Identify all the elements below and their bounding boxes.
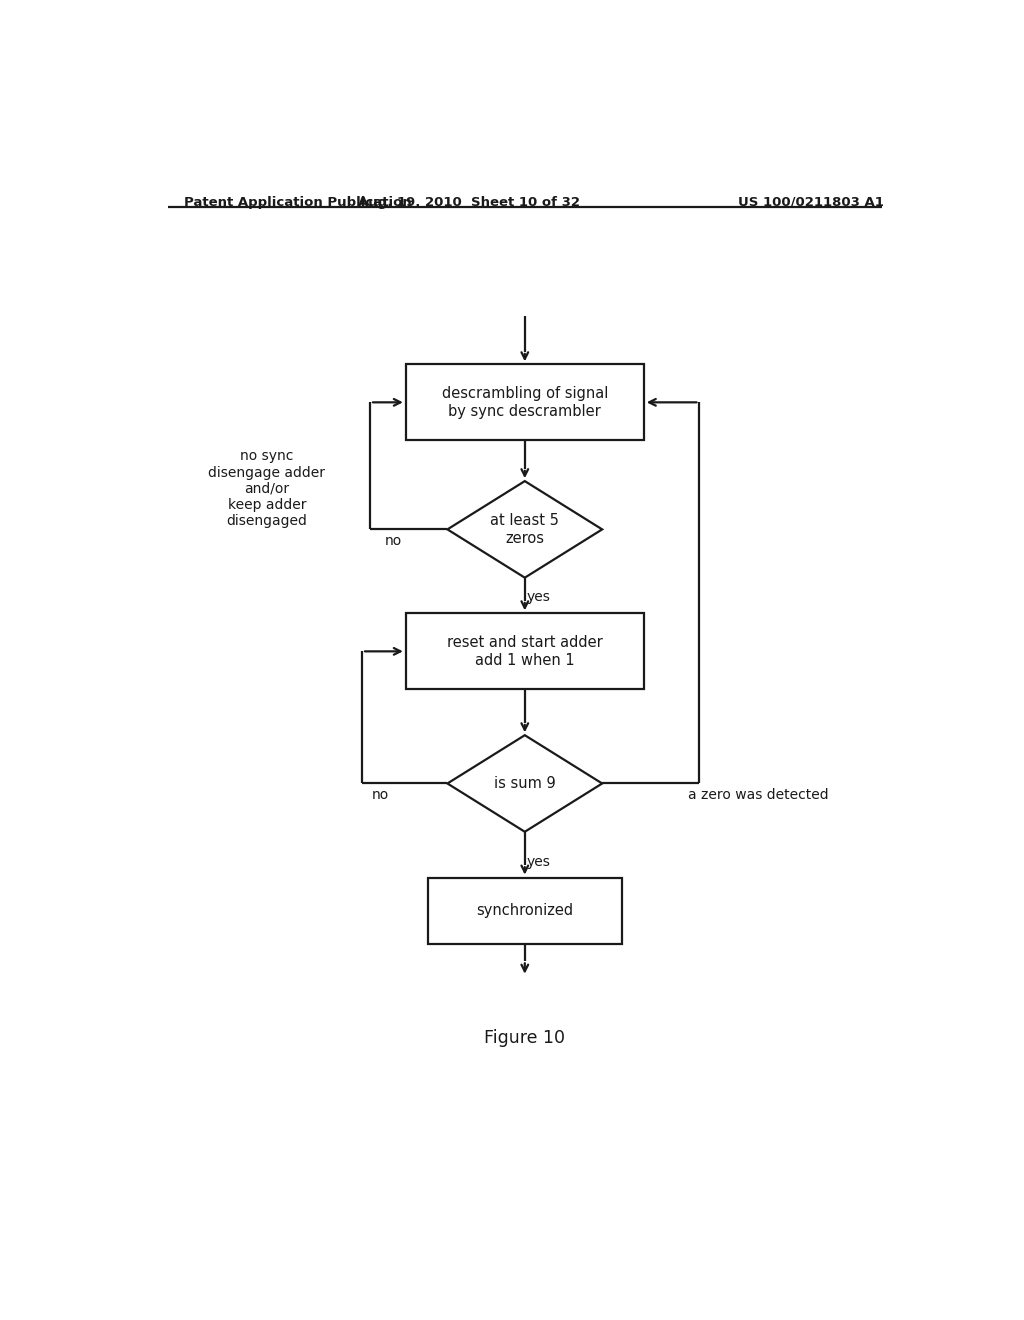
Text: is sum 9: is sum 9 [494,776,556,791]
Text: yes: yes [526,855,550,869]
Text: Figure 10: Figure 10 [484,1028,565,1047]
Bar [406,614,644,689]
Text: synchronized: synchronized [476,903,573,917]
Text: no sync
disengage adder
and/or
keep adder
disengaged: no sync disengage adder and/or keep adde… [208,449,326,528]
Bar [406,364,644,441]
Text: a zero was detected: a zero was detected [688,788,828,801]
Text: at least 5
zeros: at least 5 zeros [490,513,559,545]
Text: reset and start adder
add 1 when 1: reset and start adder add 1 when 1 [446,635,603,668]
Text: Aug. 19, 2010  Sheet 10 of 32: Aug. 19, 2010 Sheet 10 of 32 [358,195,581,209]
Text: yes: yes [526,590,550,605]
Text: Patent Application Publication: Patent Application Publication [183,195,412,209]
Polygon shape [447,735,602,832]
Bar [428,878,622,944]
Polygon shape [447,480,602,578]
Text: descrambling of signal
by sync descrambler: descrambling of signal by sync descrambl… [441,387,608,418]
Text: no: no [372,788,389,801]
Text: no: no [384,533,401,548]
Text: US 100/0211803 A1: US 100/0211803 A1 [737,195,884,209]
